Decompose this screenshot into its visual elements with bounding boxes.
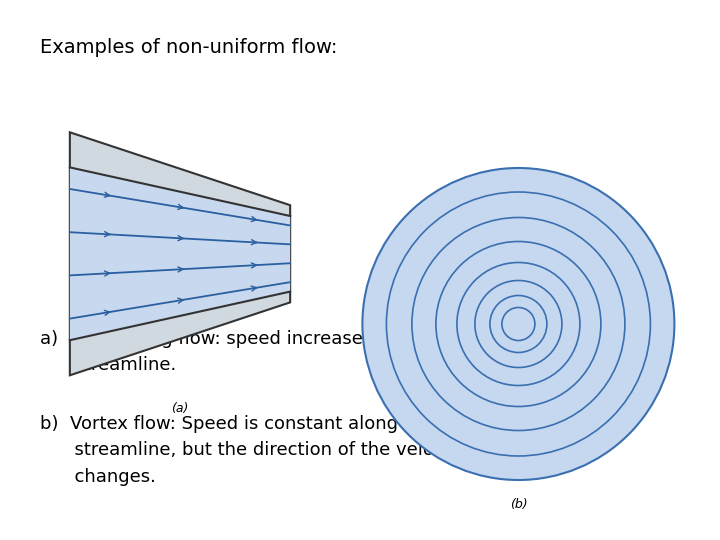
Text: Examples of non-uniform flow:: Examples of non-uniform flow: — [40, 38, 338, 57]
Polygon shape — [70, 132, 290, 375]
Polygon shape — [70, 167, 290, 340]
Text: a)  Converging flow: speed increases along each
      streamline.: a) Converging flow: speed increases alon… — [40, 330, 477, 374]
Text: b)  Vortex flow: Speed is constant along each
      streamline, but the directio: b) Vortex flow: Speed is constant along … — [40, 415, 529, 486]
Text: (a): (a) — [171, 402, 189, 415]
Circle shape — [362, 168, 675, 480]
Text: (b): (b) — [510, 498, 527, 511]
